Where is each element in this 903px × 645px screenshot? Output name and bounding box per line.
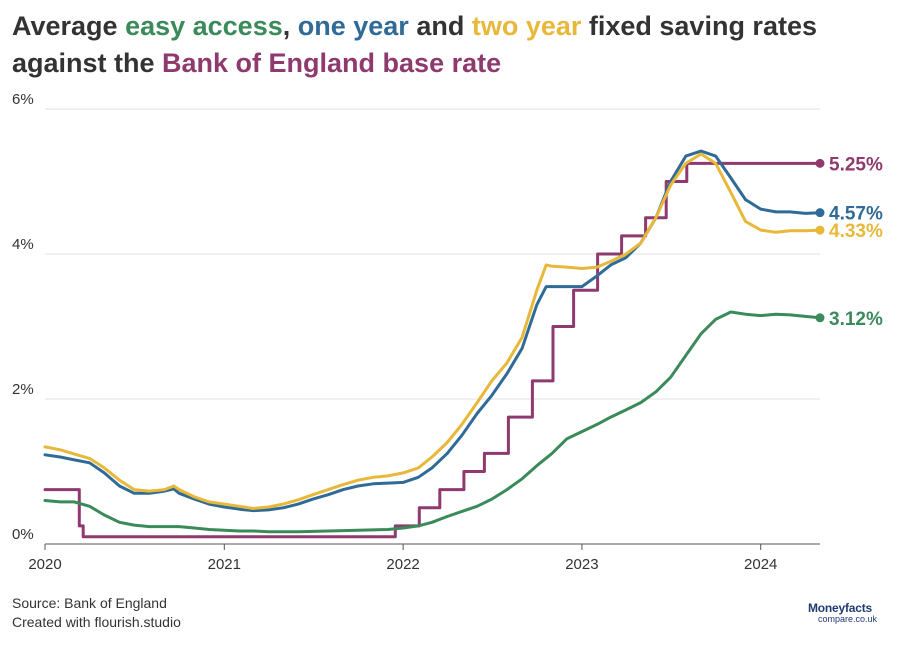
y-tick-label: 4% <box>12 236 34 253</box>
footer: Source: Bank of England Created with flo… <box>12 594 181 632</box>
source-note: Source: Bank of England <box>12 595 167 611</box>
series-line-easy <box>43 310 822 534</box>
y-tick-label: 0% <box>12 526 34 543</box>
y-tick-label: 6% <box>12 91 34 108</box>
end-label-easy: 3.12% <box>829 309 883 330</box>
x-tick-label: 2024 <box>744 556 777 573</box>
end-point-one <box>815 208 825 218</box>
x-tick-label: 2023 <box>565 556 598 573</box>
x-tick-label: 2020 <box>28 556 61 573</box>
title-two-year: two year <box>471 11 582 41</box>
title-easy-access: easy access <box>125 11 283 41</box>
end-point-two <box>815 225 825 235</box>
title-text-2: , <box>282 11 298 41</box>
end-label-one: 4.57% <box>829 204 883 225</box>
title-text-1: Average <box>12 11 126 41</box>
title-text-4: fixed saving rates against the <box>12 11 817 78</box>
end-label-boe: 5.25% <box>829 154 883 175</box>
end-point-boe <box>815 158 825 168</box>
series-line-boe <box>43 161 822 539</box>
end-label-two: 4.33% <box>829 221 883 242</box>
end-point-easy <box>815 313 825 323</box>
logo-main-text: Moneyfacts <box>808 601 873 615</box>
x-tick-label: 2022 <box>386 556 419 573</box>
created-with-note: Created with flourish.studio <box>12 614 181 630</box>
title-text-3: and <box>408 11 472 41</box>
title-one-year: one year <box>297 11 409 41</box>
moneyfacts-logo: Moneyfacts compare.co.uk <box>808 602 890 624</box>
chart-title: Average easy access, one year and two ye… <box>12 8 892 82</box>
y-tick-label: 2% <box>12 381 34 398</box>
series-line-one <box>43 149 822 513</box>
series-line-two <box>43 152 822 510</box>
title-boe: Bank of England base rate <box>162 48 502 78</box>
logo-sub-text: compare.co.uk <box>818 614 878 624</box>
x-tick-label: 2021 <box>208 556 241 573</box>
